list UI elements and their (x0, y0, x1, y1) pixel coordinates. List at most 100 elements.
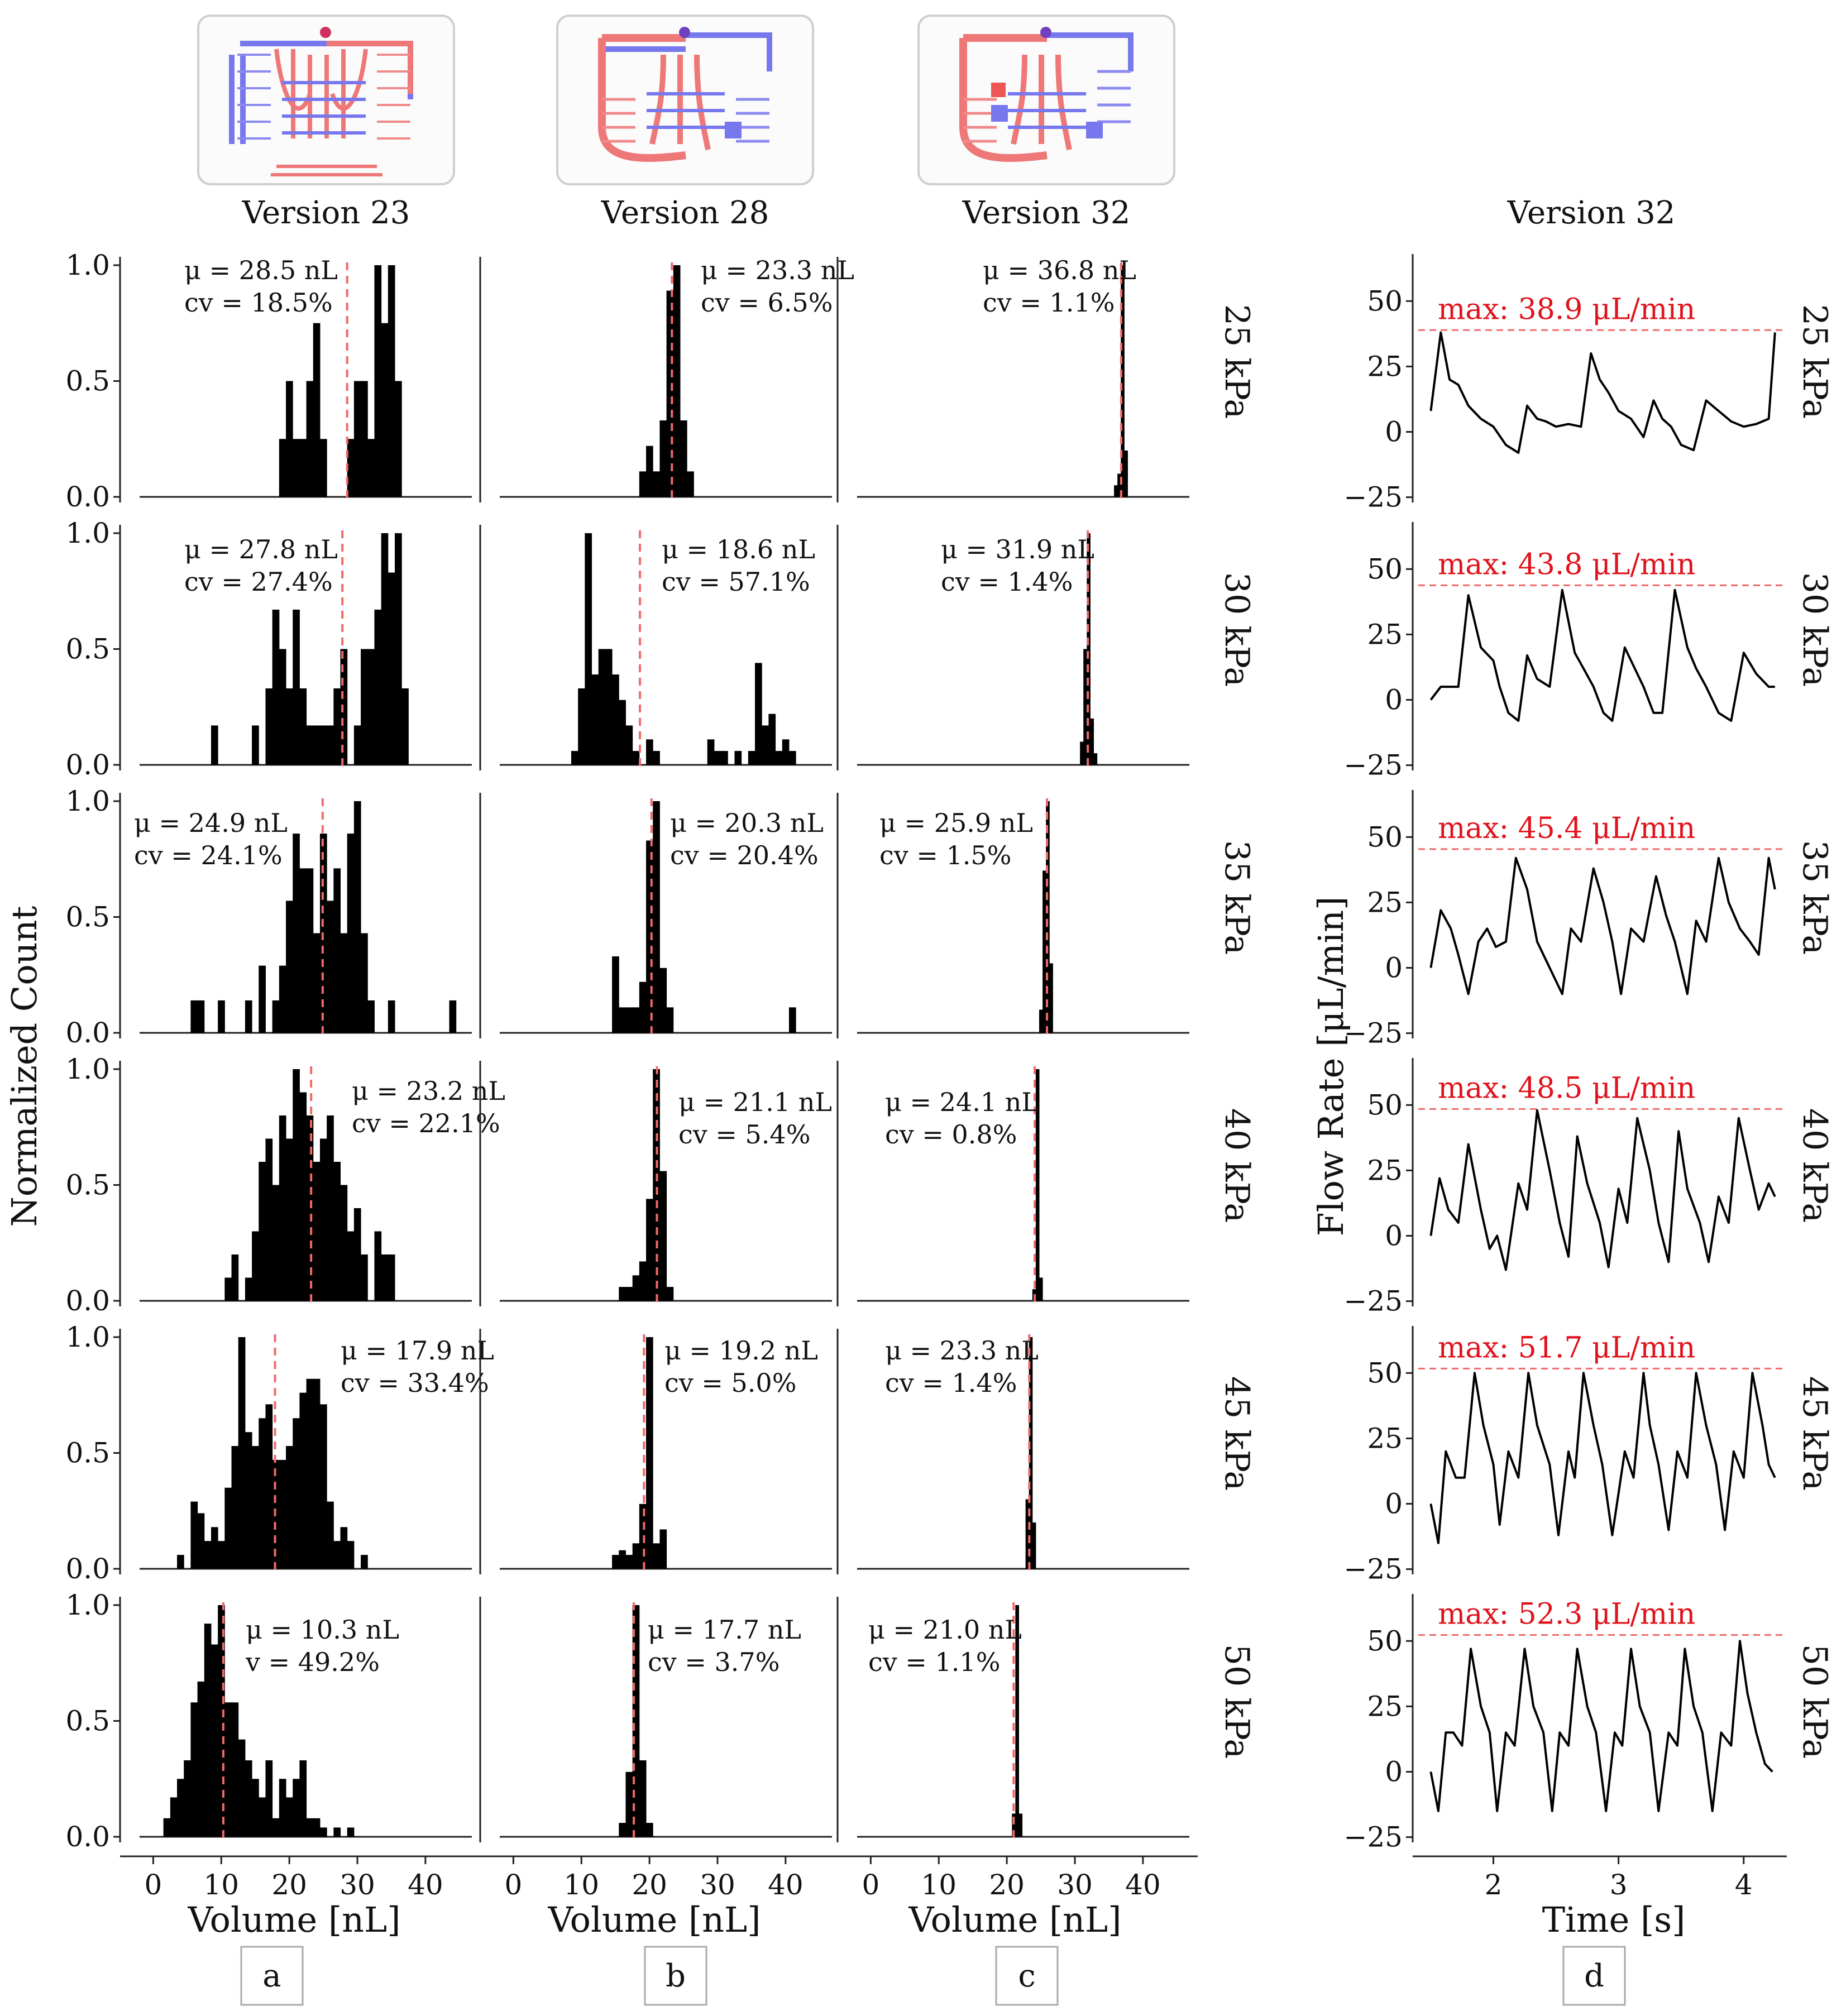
histogram-bar (245, 1760, 252, 1837)
y-tick-label: 1.0 (65, 1321, 110, 1353)
max-label: max: 52.3 μL/min (1438, 1598, 1695, 1631)
histogram-bar (231, 1446, 239, 1569)
mean-annotation: μ = 17.9 nL (341, 1335, 494, 1366)
flow-y-tick-label: −25 (1343, 481, 1403, 514)
histogram-bar (184, 1760, 191, 1837)
histogram-bar (218, 1605, 225, 1837)
header-version-28: Version 28 (601, 195, 769, 231)
histogram-bar (625, 1007, 633, 1033)
pressure-label-hist: 25 kPa (1217, 304, 1256, 419)
histogram-bar (177, 1555, 184, 1569)
histogram-bar (306, 1115, 314, 1301)
chip-diagram-v32 (917, 15, 1175, 185)
histogram-bar (625, 1771, 633, 1837)
cv-annotation: cv = 5.4% (678, 1119, 810, 1150)
histogram-bar (272, 609, 280, 765)
x-tick-label: 20 (989, 1869, 1025, 1901)
mean-annotation: μ = 25.9 nL (879, 808, 1033, 838)
header-version-32: Version 32 (962, 195, 1131, 231)
histogram-bar (293, 1418, 300, 1569)
histogram-bar (306, 1818, 314, 1837)
histogram-bar (361, 1254, 368, 1301)
cv-annotation: cv = 3.7% (648, 1647, 779, 1677)
flow-plot-4: 50 25 0 −25 max: 48.5 μL/min (1343, 1058, 1787, 1318)
histogram-bar (625, 1555, 633, 1569)
histogram-bar (293, 1779, 300, 1837)
histogram-bar (646, 1337, 653, 1569)
histogram-bar (259, 1418, 266, 1569)
histogram-bar (1090, 719, 1094, 765)
cv-annotation: cv = 27.4% (184, 567, 333, 597)
histogram-bar (1093, 753, 1098, 765)
histogram-bar (598, 649, 606, 765)
flow-series-line (1429, 1640, 1773, 1812)
histogram-bar (286, 1138, 293, 1301)
pressure-label-hist: 40 kPa (1217, 1108, 1256, 1223)
cv-annotation: cv = 1.1% (983, 288, 1115, 318)
histogram-bar (170, 1797, 178, 1837)
histogram-bar (319, 1404, 327, 1569)
histogram-bar (388, 265, 395, 497)
histogram-bar (632, 751, 640, 765)
histogram-bar (340, 1527, 348, 1569)
histogram-bar (279, 1779, 286, 1837)
pressure-label-flow: 25 kPa (1795, 304, 1834, 419)
histogram-bar (612, 956, 619, 1033)
cv-annotation: cv = 6.5% (701, 288, 833, 318)
histogram-bar (313, 933, 321, 1033)
header-version-23: Version 23 (242, 195, 410, 231)
flow-x-tick-label: 3 (1610, 1869, 1628, 1901)
histogram-bar (238, 1337, 246, 1569)
histogram-bar (279, 649, 286, 765)
histogram-bar (1025, 1499, 1030, 1569)
histogram-bar (659, 968, 667, 1033)
histogram-bar (211, 1644, 218, 1837)
max-label: max: 43.8 μL/min (1438, 548, 1695, 581)
histogram-bar (252, 1231, 259, 1301)
histogram-bar (218, 1000, 225, 1033)
histogram-bar (449, 1000, 457, 1033)
flow-y-tick-label: 25 (1367, 618, 1403, 650)
panel-label-d-box: d (1562, 1946, 1626, 2006)
x-tick-label: 10 (563, 1869, 599, 1901)
histogram-bar (245, 1000, 252, 1033)
panel-label-c-box: c (995, 1946, 1059, 2006)
histogram-bar (659, 1171, 667, 1301)
histogram-bar (639, 1503, 647, 1569)
cv-annotation: cv = 1.4% (885, 1368, 1017, 1398)
mean-annotation: μ = 31.9 nL (941, 534, 1094, 564)
histogram-bar (190, 1501, 198, 1569)
histogram-bar (204, 1541, 212, 1569)
histogram-bar (306, 868, 314, 1033)
cv-annotation: cv = 57.1% (662, 567, 810, 597)
x-tick-label: 20 (271, 1869, 307, 1901)
pressure-label-hist: 30 kPa (1217, 572, 1256, 687)
histogram-bar (353, 801, 361, 1033)
flow-y-tick-label: 25 (1367, 1422, 1403, 1454)
x-tick-label: 30 (700, 1869, 735, 1901)
flow-y-tick-label: 0 (1385, 1756, 1403, 1788)
x-tick-label: 30 (339, 1869, 375, 1901)
y-tick-label: 1.0 (65, 249, 110, 281)
cv-annotation: cv = 22.1% (352, 1108, 500, 1138)
histogram-bar (353, 725, 361, 765)
histogram-bar (361, 933, 368, 1033)
histogram-bar (639, 471, 647, 497)
histogram-bar (1080, 741, 1084, 765)
histogram-bar (401, 688, 409, 765)
histogram-bar (333, 1541, 341, 1569)
histogram-bar (1087, 533, 1091, 765)
histogram-bar (252, 1446, 259, 1569)
histogram-bar (299, 439, 307, 497)
histogram-bar (619, 1287, 626, 1301)
flow-y-tick-label: 25 (1367, 1154, 1403, 1186)
histogram-bar (313, 323, 321, 497)
histogram-bar (327, 1501, 334, 1569)
